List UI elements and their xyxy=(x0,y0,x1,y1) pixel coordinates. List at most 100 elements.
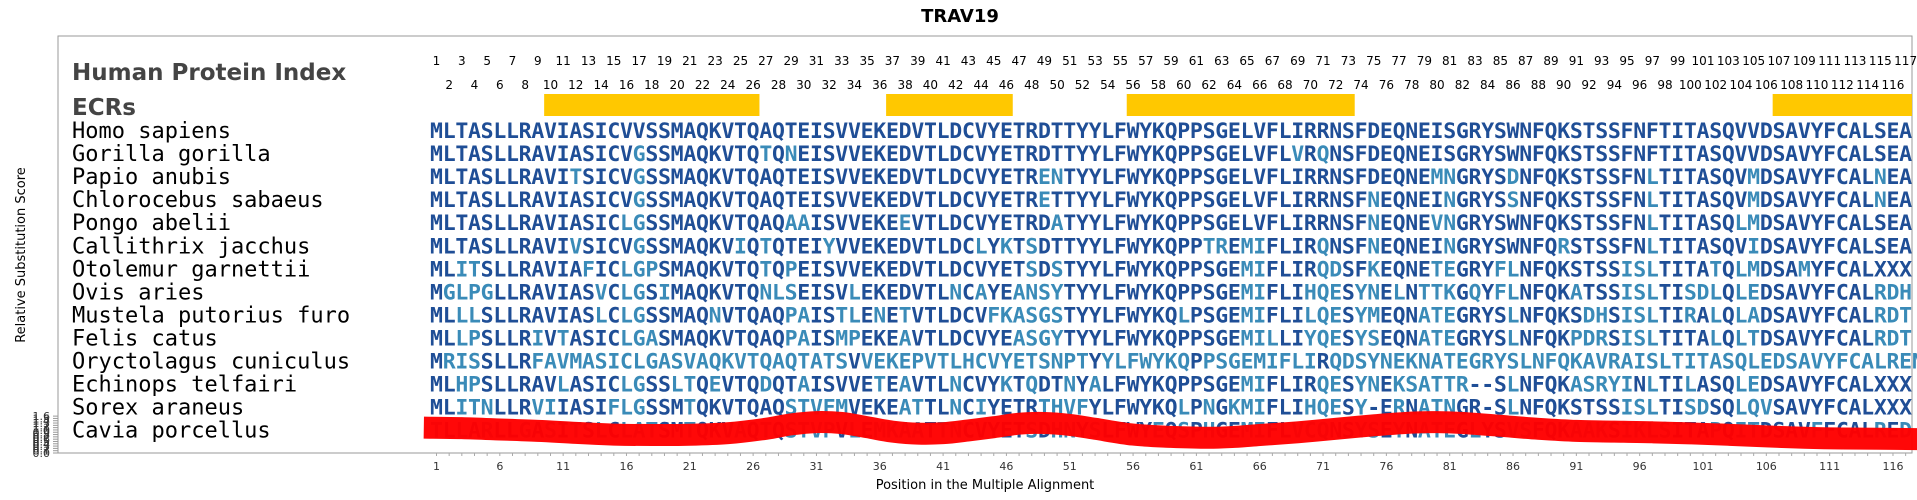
y-axis-label: Relative Substitution Score xyxy=(14,167,29,343)
residue: I xyxy=(557,396,570,421)
residue: L xyxy=(937,165,950,190)
human-index-label: 97 xyxy=(1645,54,1660,68)
residue: G xyxy=(1215,142,1228,167)
residue: T xyxy=(924,234,937,259)
residue: T xyxy=(557,326,570,351)
human-index-label: 66 xyxy=(1252,78,1267,92)
residue: C xyxy=(962,165,975,190)
human-index-label: 15 xyxy=(606,54,621,68)
residue: L xyxy=(1747,350,1760,375)
residue: L xyxy=(1279,257,1292,282)
residue: Q xyxy=(1165,234,1178,259)
residue: M xyxy=(671,188,684,213)
residue: L xyxy=(1507,280,1520,305)
residue: L xyxy=(443,303,456,328)
residue: C xyxy=(607,326,620,351)
residue: Q xyxy=(1545,373,1558,398)
residue: I xyxy=(557,142,570,167)
residue: Y xyxy=(987,211,1000,236)
human-index-label: 60 xyxy=(1176,78,1191,92)
residue: T xyxy=(1431,373,1444,398)
residue: V xyxy=(557,350,570,375)
residue: I xyxy=(595,234,608,259)
residue: A xyxy=(1849,280,1862,305)
residue: S xyxy=(582,373,595,398)
species-label: Echinops telfairi xyxy=(72,373,297,398)
residue: T xyxy=(924,165,937,190)
residue: T xyxy=(1747,326,1760,351)
residue: P xyxy=(1177,142,1190,167)
residue: V xyxy=(911,326,924,351)
residue: L xyxy=(1709,280,1722,305)
residue: S xyxy=(1570,188,1583,213)
residue: T xyxy=(455,165,468,190)
residue: Q xyxy=(1329,350,1342,375)
residue: S xyxy=(645,373,658,398)
residue: S xyxy=(1709,234,1722,259)
residue: L xyxy=(620,280,633,305)
residue: V xyxy=(924,350,937,375)
human-index-label: 68 xyxy=(1277,78,1292,92)
residue: I xyxy=(1253,257,1266,282)
residue: F xyxy=(1114,303,1127,328)
residue: A xyxy=(1089,373,1102,398)
residue: G xyxy=(1469,350,1482,375)
residue: Q xyxy=(1545,280,1558,305)
residue: S xyxy=(823,165,836,190)
residue: T xyxy=(1431,303,1444,328)
residue: T xyxy=(1063,257,1076,282)
residue: V xyxy=(975,142,988,167)
residue: E xyxy=(1418,119,1431,144)
residue: A xyxy=(1697,142,1710,167)
residue: E xyxy=(873,350,886,375)
residue: L xyxy=(506,234,519,259)
residue: E xyxy=(1228,188,1241,213)
residue: L xyxy=(1646,188,1659,213)
residue: W xyxy=(1507,142,1520,167)
residue: L xyxy=(455,303,468,328)
residue: Q xyxy=(1545,396,1558,421)
residue: L xyxy=(443,211,456,236)
residue: L xyxy=(1241,119,1254,144)
residue: V xyxy=(721,234,734,259)
residue: P xyxy=(1190,188,1203,213)
residue: L xyxy=(937,326,950,351)
residue: S xyxy=(481,373,494,398)
y-tick-label: 0.4 xyxy=(33,438,51,451)
residue: L xyxy=(1101,396,1114,421)
residue: I xyxy=(1633,350,1646,375)
residue: Y xyxy=(1076,165,1089,190)
residue: V xyxy=(835,119,848,144)
residue: N xyxy=(1329,234,1342,259)
residue: R xyxy=(519,280,532,305)
residue: L xyxy=(1735,373,1748,398)
residue: Y xyxy=(1367,350,1380,375)
residue: P xyxy=(468,280,481,305)
human-index-label: 11 xyxy=(556,54,571,68)
human-index-label: 37 xyxy=(885,54,900,68)
residue: R xyxy=(1557,234,1570,259)
human-index-label: 46 xyxy=(999,78,1014,92)
residue: V xyxy=(1735,165,1748,190)
residue: V xyxy=(911,188,924,213)
residue: F xyxy=(1114,396,1127,421)
residue: Q xyxy=(696,280,709,305)
residue: F xyxy=(1266,234,1279,259)
y-tick-label: 0.1 xyxy=(33,445,51,458)
residue: V xyxy=(1735,234,1748,259)
residue: A xyxy=(1785,142,1798,167)
residue: L xyxy=(1279,280,1292,305)
residue: A xyxy=(569,373,582,398)
human-index-label: 6 xyxy=(496,78,504,92)
residue: D xyxy=(899,142,912,167)
residue: L xyxy=(1646,326,1659,351)
residue: Y xyxy=(987,165,1000,190)
residue: L xyxy=(620,303,633,328)
residue: V xyxy=(544,188,557,213)
residue: T xyxy=(1659,119,1672,144)
residue: A xyxy=(797,303,810,328)
y-tick-label: 0.6 xyxy=(33,433,51,446)
residue: L xyxy=(1646,234,1659,259)
residue: A xyxy=(1747,303,1760,328)
residue: Y xyxy=(1139,373,1152,398)
